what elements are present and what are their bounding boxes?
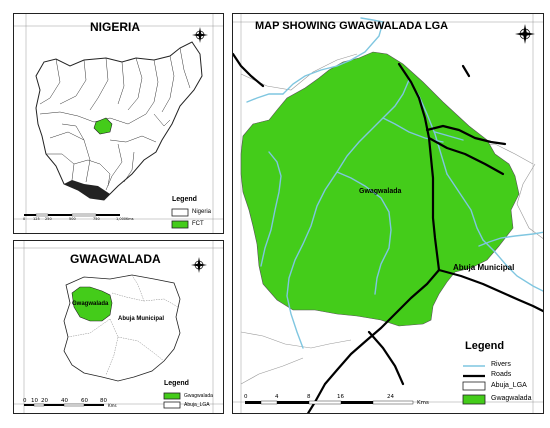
- gwagwalada-legend-label-gwagwalada: Gwagwalada: [184, 393, 213, 399]
- main-legend-label-rivers: Rivers: [491, 361, 511, 368]
- main-panel-title: MAP SHOWING GWAGWALADA LGA: [255, 20, 449, 32]
- nigeria-scale-label: 125: [33, 217, 40, 221]
- gwagwalada-area: [71, 286, 113, 322]
- roads: [233, 52, 543, 413]
- legend-swatch-gwagwalada: [163, 392, 181, 400]
- legend-swatch-abuja-lga: [163, 401, 181, 409]
- nigeria-scale-label: 250: [45, 217, 52, 221]
- main-legend-label-gwagwalada: Gwagwalada: [491, 395, 532, 402]
- gwagwalada-scale-label: 60: [81, 398, 88, 404]
- main-scale-label: 16: [337, 394, 344, 400]
- main-map-graphic: [233, 14, 543, 413]
- lga-boundaries: [67, 274, 179, 376]
- nigeria-scale-label: 750: [93, 217, 100, 221]
- legend-swatch-fct: [171, 220, 189, 229]
- abuja-municipal-area-label: Abuja Municipal: [118, 316, 165, 322]
- main-legend-title: Legend: [465, 340, 505, 352]
- north-arrow: [192, 27, 208, 43]
- nigeria-scale-label: 0: [23, 217, 26, 221]
- gwagwalada-legend-label-abuja-lga: Abuja_LGA: [184, 402, 210, 408]
- north-arrow: [191, 257, 207, 273]
- nigeria-map-panel: NIGERIA Legend Nigeria FCT 0 125 250 500…: [13, 13, 224, 234]
- main-scale-label: 0: [244, 394, 248, 400]
- nigeria-map-graphic: [14, 14, 223, 233]
- main-scale-label: 8: [307, 394, 311, 400]
- gwagwalada-map-panel: GWAGWALADA Gwagwalada Abuja Municipal Le…: [13, 240, 224, 414]
- nigeria-legend-title: Legend: [172, 196, 197, 203]
- gwagwalada-map-graphic: [14, 241, 223, 413]
- abuja-municipal-area-label: Abuja Municipal: [453, 263, 515, 272]
- main-scale-label: 24: [387, 394, 394, 400]
- state-boundaries: [39, 47, 191, 191]
- nigeria-legend-label-nigeria: Nigeria: [192, 209, 212, 215]
- gwagwalada-area-label: Gwagwalada: [359, 188, 402, 195]
- main-legend-label-abuja-lga: Abuja_LGA: [491, 382, 527, 389]
- nigeria-panel-title: NIGERIA: [90, 20, 141, 34]
- gwagwalada-scale-label: 80: [100, 398, 107, 404]
- nigeria-outline: [35, 41, 203, 201]
- gwagwalada-scale-label: 20: [41, 398, 48, 404]
- main-scale-label: Kms: [417, 400, 429, 406]
- legend-swatch-gwagwalada: [462, 394, 486, 405]
- main-legend-label-roads: Roads: [491, 371, 512, 378]
- gwagwalada-scale-label: Kms: [108, 403, 117, 408]
- scale-bar: [24, 403, 104, 407]
- gwagwalada-scale-label: 40: [61, 398, 68, 404]
- nigeria-scale-label: 500: [69, 217, 76, 221]
- legend-swatch-abuja-lga: [462, 381, 486, 391]
- fct-area: [93, 117, 113, 135]
- scale-bar: [24, 213, 120, 217]
- gwagwalada-area: [240, 51, 520, 327]
- nigeria-scale-label: 1,000: [116, 217, 127, 221]
- nigeria-scale-label: Kms: [126, 217, 134, 221]
- gwagwalada-legend-title: Legend: [164, 380, 189, 387]
- gwagwalada-scale-label: 10: [31, 398, 38, 404]
- graticule: [14, 14, 223, 233]
- gwagwalada-area-label: Gwagwalada: [72, 301, 109, 307]
- gwagwalada-scale-label: 0: [23, 398, 27, 404]
- nigeria-legend-label-fct: FCT: [192, 221, 204, 227]
- north-arrow: [515, 24, 535, 44]
- main-map-panel: MAP SHOWING GWAGWALADA LGA Gwagwalada Ab…: [232, 13, 544, 414]
- legend-swatch-nigeria: [171, 208, 189, 217]
- gwagwalada-panel-title: GWAGWALADA: [70, 252, 161, 266]
- scale-bar: [245, 400, 414, 405]
- main-scale-label: 4: [275, 394, 279, 400]
